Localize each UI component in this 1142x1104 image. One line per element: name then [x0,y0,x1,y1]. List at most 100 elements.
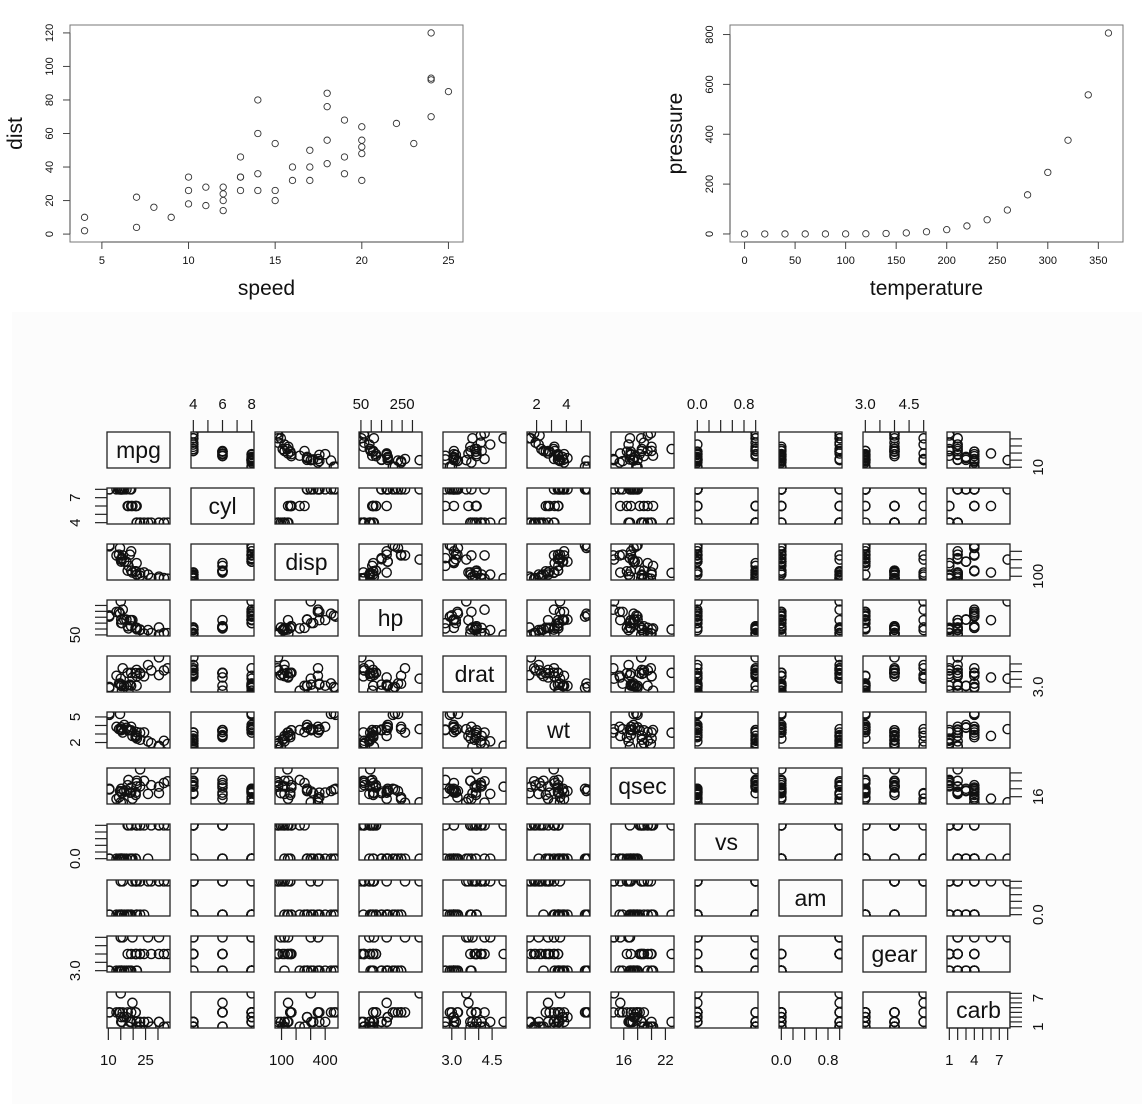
data-point [750,450,758,462]
data-point [381,853,392,860]
data-point [463,997,474,1009]
data-point [642,948,654,960]
data-point [554,853,566,860]
data-point [969,727,980,738]
data-point [399,550,411,561]
data-point [611,662,619,674]
data-point [636,948,648,960]
data-point [286,724,297,736]
panel-points [779,824,842,860]
data-point [646,670,657,682]
data-point [191,775,199,787]
panel-points [695,768,758,804]
data-point [142,569,154,580]
data-point [107,712,115,719]
panel-points [443,880,506,916]
data-point [305,600,317,607]
data-point [918,600,926,607]
data-point [448,787,460,798]
data-point [115,880,127,887]
data-point [370,909,382,916]
data-point [381,500,392,512]
data-point [614,614,626,626]
data-point [918,793,926,804]
tick-label: 50 [67,627,84,644]
data-point [918,571,926,580]
panel-cyl-vs-vs [694,487,759,525]
data-point [246,727,254,738]
panel-frame [106,431,171,469]
data-point [750,733,758,744]
data-point [947,775,955,787]
data-point [389,488,401,495]
data-point [246,680,254,692]
data-point [636,569,648,580]
data-point [191,432,199,444]
data-point [450,454,462,466]
panel-points [611,432,674,468]
data-point [631,488,642,495]
data-point [750,432,758,444]
data-point [614,936,626,943]
data-point [217,965,228,972]
data-point [863,517,871,524]
panel-frame [778,711,843,749]
panel-frame [694,823,759,861]
panel-frame [610,711,675,749]
panel-points [191,992,254,1028]
tick-label: 4 [970,1052,978,1069]
data-point [484,788,496,800]
data-point [323,89,331,97]
data-point [476,445,487,457]
data-point [217,793,228,804]
data-point [642,880,654,887]
data-point [624,517,636,524]
data-point [863,606,871,618]
y-tick-label: 600 [704,75,716,93]
panel-frame [946,487,1011,525]
panel-wt-vs-mpg [106,711,171,749]
data-point [642,517,654,524]
data-point [863,454,871,466]
data-point [863,909,871,916]
panel-mpg-vs-hp [358,431,423,469]
panel-frame [190,991,255,1029]
bottom-axis-mpg: 10 25 [100,1027,159,1069]
data-point [368,936,380,943]
panel-frame [274,711,339,749]
diagonal-panel-drat: drat [442,655,507,693]
data-point [695,617,703,629]
data-point [695,554,703,565]
data-point [834,948,842,960]
data-point [947,665,955,676]
panel-points [191,432,254,468]
panel-wt-vs-hp [358,711,423,749]
data-point [498,629,506,636]
data-point [498,572,506,580]
x-tick-label: 50 [789,255,801,267]
data-point [312,853,324,860]
panel-points [191,712,254,748]
data-point [121,965,132,972]
tick-label: 6 [218,396,226,413]
data-point [217,1007,228,1018]
panel-frame [358,823,423,861]
data-point [750,656,758,663]
data-point [889,781,900,792]
data-point [312,1007,324,1018]
data-point [479,936,490,943]
y-tick-label: 800 [704,25,716,43]
plot-frame [69,24,464,243]
panel-carb-vs-wt [526,991,591,1029]
data-point [554,880,566,887]
data-point [381,448,392,459]
tick-label: 3.0 [1030,677,1047,698]
data-point [628,544,639,554]
data-point [750,775,758,787]
data-point [969,461,980,468]
data-point [476,880,487,887]
panel-qsec-vs-hp [358,767,423,805]
data-point [275,738,283,748]
panel-carb-vs-disp [274,991,339,1029]
